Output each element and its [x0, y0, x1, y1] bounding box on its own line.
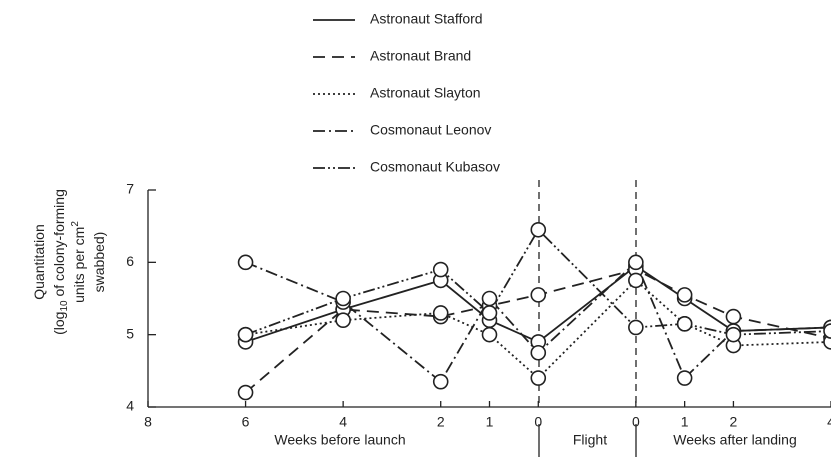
y-label-sup: 2	[70, 221, 81, 227]
marker	[530, 370, 547, 386]
y-tick-label: 5	[126, 325, 134, 341]
annotation: Weeks before launch	[274, 432, 405, 448]
marker	[725, 326, 742, 343]
y-axis-label: Quantitation	[31, 224, 47, 300]
marker	[628, 254, 644, 271]
y-label-part: (log	[51, 312, 67, 335]
y-label-part: Quantitation	[31, 224, 47, 300]
annotation: Weeks after landing	[673, 432, 796, 448]
x-tick-label: 1	[486, 414, 494, 430]
annotation: Flight	[573, 432, 607, 448]
legend-label: Astronaut Slayton	[370, 85, 481, 101]
marker	[481, 326, 498, 343]
y-label-part: swabbed)	[91, 232, 107, 293]
marker	[432, 373, 449, 390]
x-tick-label: 2	[730, 414, 738, 430]
series-line	[245, 260, 831, 384]
marker	[335, 290, 351, 307]
marker	[628, 319, 644, 336]
marker	[432, 305, 449, 321]
marker	[237, 384, 254, 401]
y-tick-label: 6	[126, 253, 134, 269]
marker	[823, 323, 831, 339]
legend-label: Cosmonaut Leonov	[370, 122, 491, 138]
series-line	[245, 228, 831, 336]
marker	[237, 326, 254, 343]
marker	[676, 287, 693, 303]
marker	[481, 305, 498, 321]
y-axis-label: (log10 of colony-forming	[51, 189, 70, 335]
x-tick-label: 0	[534, 414, 542, 430]
marker	[481, 290, 498, 307]
marker	[335, 312, 351, 329]
marker	[676, 316, 693, 332]
y-axis-label: units per cm2	[70, 221, 87, 303]
x-tick-label: 1	[681, 414, 689, 430]
y-axis-label: swabbed)	[91, 232, 107, 293]
marker	[530, 344, 547, 361]
x-tick-label: 8	[144, 414, 152, 430]
marker	[237, 254, 254, 271]
legend-label: Cosmonaut Kubasov	[370, 159, 500, 175]
marker	[676, 370, 693, 386]
y-label-part: units per cm	[71, 227, 87, 303]
x-tick-label: 0	[632, 414, 640, 430]
marker	[432, 261, 449, 278]
marker	[628, 272, 644, 289]
y-tick-label: 7	[126, 181, 134, 197]
y-tick-label: 4	[126, 398, 134, 414]
x-tick-label: 6	[242, 414, 250, 430]
x-tick-label: 2	[437, 414, 445, 430]
y-label-sub: 10	[59, 300, 70, 312]
legend-label: Astronaut Stafford	[370, 11, 483, 27]
x-tick-label: 4	[827, 414, 831, 430]
legend-label: Astronaut Brand	[370, 48, 471, 64]
marker	[725, 308, 742, 325]
marker	[530, 287, 547, 303]
marker	[530, 221, 547, 238]
y-label-part: of colony-forming	[51, 189, 67, 300]
x-tick-label: 4	[339, 414, 347, 430]
